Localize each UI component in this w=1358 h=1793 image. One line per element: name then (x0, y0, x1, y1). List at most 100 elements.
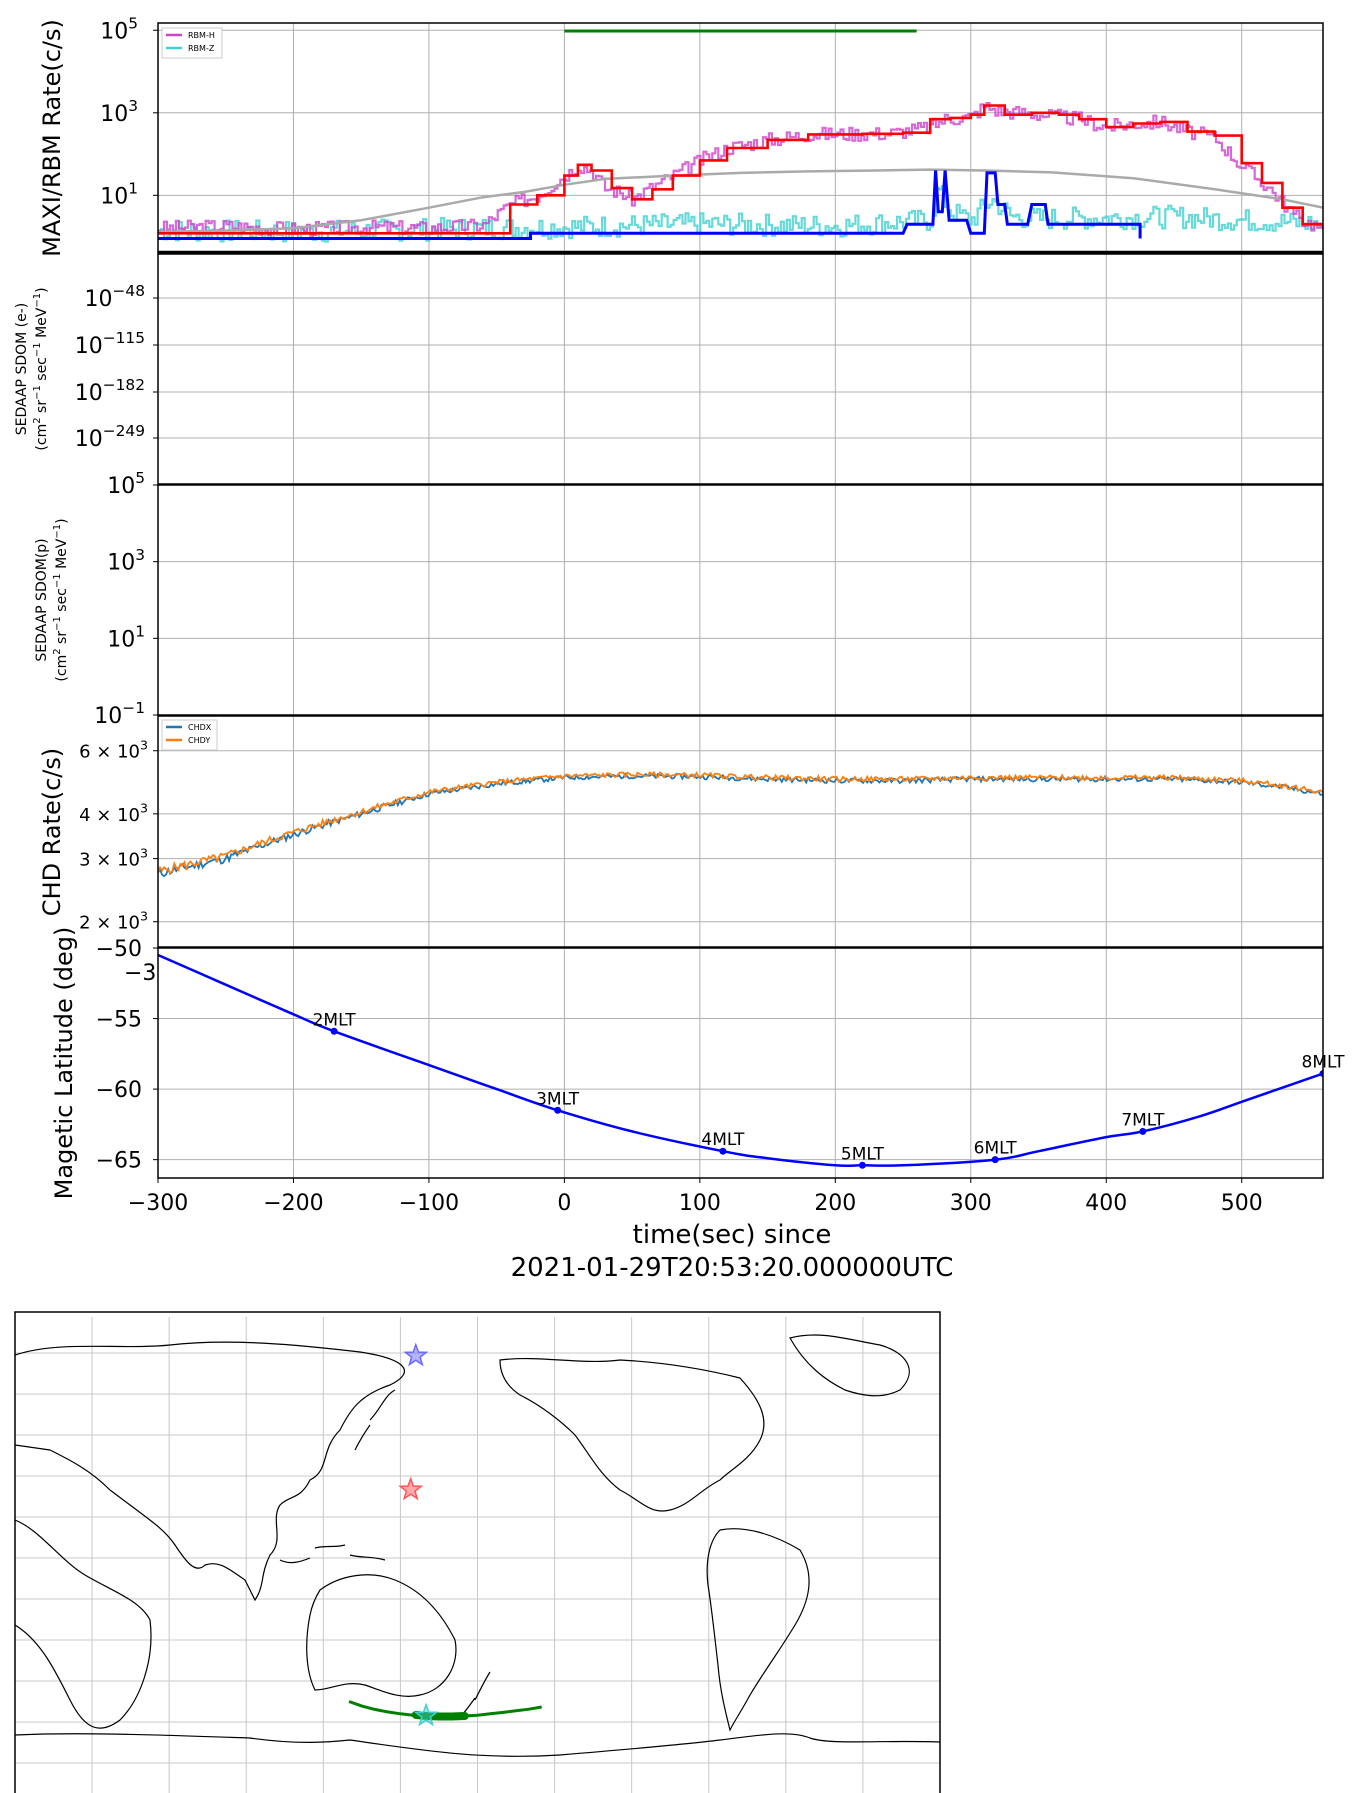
y-tick-label: 101 (107, 622, 145, 652)
y-tick-label: −50 (96, 937, 142, 962)
y-tick-labels: 6 × 103 4 × 103 3 × 103 2 × 103 (79, 738, 158, 934)
legend-label-chdy: CHDY (188, 736, 210, 745)
offset-text: −3 (124, 961, 156, 986)
x-tick-label: 0 (557, 1191, 571, 1216)
x-tick-label: −200 (263, 1191, 323, 1216)
series-magnetic-latitude (158, 953, 1323, 1168)
y-axis-label: MAXI/RBM Rate(c/s) (38, 19, 66, 257)
world-map (14, 1311, 941, 1793)
series-chdy (158, 770, 1323, 875)
x-tick-labels: −300 −200 −100 0 100 200 300 400 500 (128, 1178, 1263, 1216)
y-tick-labels: 105 103 101 (100, 14, 158, 209)
x-tick-label: −300 (128, 1191, 188, 1216)
mlt-marker (991, 1156, 999, 1164)
coastlines (15, 1334, 940, 1757)
series-blue-step (158, 170, 1142, 240)
y-axis-label: CHD Rate(c/s) (38, 748, 66, 916)
plot-area (158, 953, 1323, 1169)
mlt-label: 7MLT (1121, 1110, 1165, 1130)
coastline-antarctica (15, 1733, 940, 1757)
x-tick-label: 200 (814, 1191, 856, 1216)
panel-magnetic-latitude: −50 −55 −60 −65 −3 Magetic Latitude (deg) −… (50, 927, 1324, 1283)
panel-grid (157, 485, 1323, 715)
y-tick-label: −60 (96, 1078, 142, 1103)
y-tick-label: 103 (100, 97, 138, 127)
mlt-marker (719, 1147, 727, 1155)
star-marker (398, 1476, 424, 1501)
y-axis-unit: (cm2 sr−1 sec−1 MeV−1) (32, 287, 50, 450)
y-tick-label: 101 (100, 179, 138, 209)
star-marker (413, 1702, 439, 1727)
y-tick-label: −55 (96, 1008, 142, 1033)
series-rbm-z (158, 184, 1322, 243)
map-frame (14, 1311, 941, 1793)
panel-sedaap-e: 10−48 10−115 10−182 10−249 SEDAAP SDOM (e-)… (14, 253, 1324, 485)
series-gray-model (158, 168, 1323, 234)
y-axis-label: Magetic Latitude (deg) (50, 927, 78, 1200)
series-chdx (158, 772, 1323, 878)
panel-maxi-rbm: 105 103 101 MAXI/RBM Rate(c/s) RBM-H RBM-Z (38, 14, 1324, 257)
plot-frame (157, 715, 1324, 948)
x-tick-label: 400 (1085, 1191, 1127, 1216)
plot-frame (157, 484, 1324, 716)
mlt-label: 2MLT (313, 1010, 357, 1030)
coastline-greenland (789, 1334, 910, 1397)
mlt-label-group: 2MLT 3MLT 4MLT 5MLT 6MLT 7MLT 8MLT (313, 1010, 1346, 1164)
legend-box (161, 27, 223, 59)
legend-label-rbm-z: RBM-Z (188, 44, 215, 53)
mlt-marker (330, 1027, 338, 1035)
x-tick-label: 100 (679, 1191, 721, 1216)
panel-grid (157, 716, 1323, 947)
plot-frame (157, 253, 1324, 485)
y-tick-label: 10−182 (75, 376, 145, 406)
legend: RBM-H RBM-Z (161, 27, 223, 59)
y-axis-label: SEDAAP SDOM (e-) (14, 303, 30, 436)
coastline-indonesia (279, 1544, 386, 1564)
plot-frame (157, 22, 1324, 254)
coastline-australia (306, 1574, 457, 1697)
star-markers (398, 1342, 439, 1727)
panel-grid (157, 254, 1323, 484)
y-tick-label: 10−1 (94, 699, 145, 729)
y-tick-label: 105 (100, 14, 138, 44)
x-tick-label: −100 (399, 1191, 459, 1216)
y-tick-labels: 10−48 10−115 10−182 10−249 (75, 282, 158, 452)
y-tick-labels: 105 103 101 10−1 (94, 469, 158, 729)
coastline-east-asia (15, 1341, 405, 1602)
mlt-marker (1139, 1127, 1147, 1135)
series-rbm-h (158, 102, 1322, 237)
x-tick-label: 500 (1221, 1191, 1263, 1216)
mlt-marker (858, 1161, 866, 1169)
mlt-marker (554, 1106, 562, 1114)
mlt-label: 6MLT (974, 1139, 1018, 1159)
mlt-label: 8MLT (1302, 1053, 1346, 1073)
coastline-japan (354, 1389, 396, 1451)
y-tick-labels: −50 −55 −60 −65 (96, 937, 158, 1174)
y-tick-label: 4 × 103 (79, 801, 148, 826)
x-axis-label-line2: 2021-01-29T20:53:20.000000UTC (511, 1253, 954, 1283)
plot-frame (157, 947, 1324, 1179)
mlt-marker (1319, 1070, 1323, 1078)
plot-area (158, 770, 1323, 878)
legend-label-rbm-h: RBM-H (188, 31, 215, 40)
y-tick-label: 6 × 103 (79, 738, 148, 763)
y-tick-label: 105 (107, 469, 145, 499)
mlt-label: 4MLT (701, 1130, 745, 1150)
y-tick-label: 3 × 103 (79, 846, 148, 871)
y-tick-label: 10−48 (85, 282, 145, 312)
coastline-south-america (706, 1528, 810, 1732)
y-tick-label: −65 (96, 1149, 142, 1174)
series-red-step (158, 104, 1323, 235)
coastline-africa (15, 1519, 152, 1729)
legend-box (161, 719, 218, 751)
mlt-label: 3MLT (536, 1089, 580, 1109)
y-axis-label: SEDAAP SDOM(p) (34, 538, 50, 661)
panel-grid (157, 948, 1323, 1178)
x-axis-label-line1: time(sec) since (633, 1220, 832, 1250)
legend-label-chdx: CHDX (188, 723, 212, 732)
y-tick-label: 2 × 103 (79, 909, 148, 934)
x-tick-label: 300 (950, 1191, 992, 1216)
plot-area (158, 29, 1323, 253)
mlt-label: 5MLT (841, 1144, 885, 1164)
